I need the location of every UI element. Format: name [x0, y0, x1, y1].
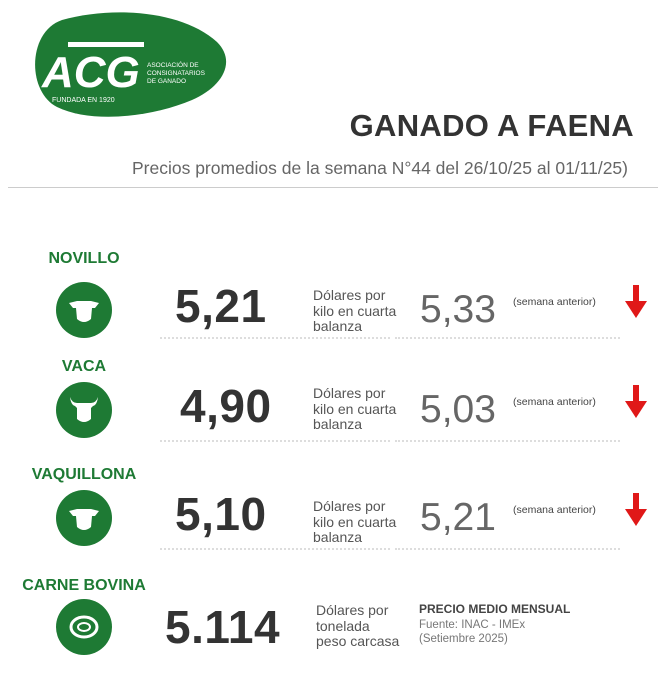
cattle-head-icon	[56, 490, 112, 546]
meat-cut-icon	[56, 599, 112, 655]
price-value: 4,90	[180, 380, 272, 432]
previous-value: 5,33	[420, 288, 496, 331]
svg-text:FUNDADA EN 1920: FUNDADA EN 1920	[52, 97, 115, 104]
price-unit: Dólares por kilo en cuarta balanza	[313, 498, 397, 545]
note-title: PRECIO MEDIO MENSUAL	[419, 602, 571, 616]
page-title: GANADO A FAENA	[349, 108, 634, 143]
cow-head-icon	[56, 382, 112, 438]
svg-text:DE GANADO: DE GANADO	[147, 78, 186, 85]
source-note: Fuente: INAC - IMEx (Setiembre 2025)	[419, 619, 526, 645]
dotted-divider	[395, 548, 620, 550]
price-unit: Dólares por tonelada peso carcasa	[316, 602, 400, 649]
price-value: 5,10	[175, 488, 267, 540]
page-subtitle: Precios promedios de la semana N°44 del …	[131, 158, 628, 178]
previous-label: (semana anterior)	[513, 504, 596, 516]
category-label: VAQUILLONA	[31, 466, 137, 483]
dotted-divider	[160, 440, 390, 442]
previous-value: 5,03	[420, 388, 496, 431]
svg-text:CONSIGNATARIOS: CONSIGNATARIOS	[147, 70, 206, 77]
dotted-divider	[395, 440, 620, 442]
price-unit: Dólares por kilo en cuarta balanza	[313, 287, 397, 334]
dotted-divider	[395, 337, 620, 339]
price-value: 5.114	[165, 601, 281, 653]
svg-text:ASOCIACIÓN DE: ASOCIACIÓN DE	[147, 60, 199, 69]
divider	[8, 187, 658, 188]
svg-text:ACG: ACG	[41, 48, 140, 97]
dotted-divider	[160, 548, 390, 550]
down-arrow-icon	[625, 285, 647, 318]
category-label: NOVILLO	[48, 250, 120, 267]
dotted-divider	[160, 337, 390, 339]
previous-label: (semana anterior)	[513, 296, 596, 308]
price-value: 5,21	[175, 280, 267, 332]
category-label: CARNE BOVINA	[22, 577, 146, 594]
down-arrow-icon	[625, 385, 647, 418]
price-unit: Dólares por kilo en cuarta balanza	[313, 385, 397, 432]
previous-value: 5,21	[420, 496, 496, 539]
category-label: VACA	[61, 358, 107, 375]
cattle-head-icon	[56, 282, 112, 338]
down-arrow-icon	[625, 493, 647, 526]
acg-logo: ACG ASOCIACIÓN DE CONSIGNATARIOS DE GANA…	[35, 12, 227, 117]
previous-label: (semana anterior)	[513, 396, 596, 408]
